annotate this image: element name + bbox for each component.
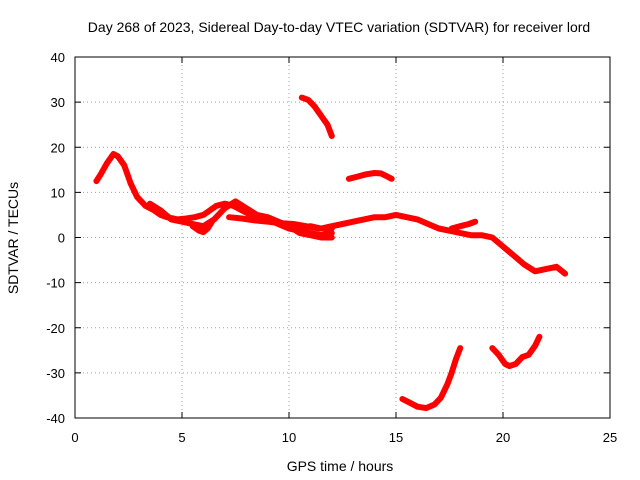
- chart-title: Day 268 of 2023, Sidereal Day-to-day VTE…: [88, 19, 590, 35]
- trace-wide-band: [146, 198, 335, 241]
- y-tick-label: 20: [51, 140, 65, 155]
- trace-segment-5h: [189, 218, 215, 236]
- y-tick-label: -10: [46, 276, 65, 291]
- trace-main-late: [286, 211, 569, 277]
- x-tick-label: 15: [389, 430, 403, 445]
- y-tick-labels: -40 -30 -20 -10 0 10 20 30 40: [46, 50, 65, 426]
- trace-low-branch: [226, 214, 335, 232]
- trace-segment-14h: [345, 170, 395, 182]
- y-axis-title: SDTVAR / TECUs: [5, 182, 21, 294]
- x-tick-label: 20: [496, 430, 510, 445]
- x-tick-label: 10: [282, 430, 296, 445]
- y-tick-label: 40: [51, 50, 65, 65]
- grid: [75, 57, 610, 418]
- x-tick-label: 0: [71, 430, 78, 445]
- trace-segment-17h: [448, 218, 479, 232]
- x-tick-label: 5: [178, 430, 185, 445]
- x-axis-title: GPS time / hours: [287, 458, 394, 474]
- y-tick-label: 30: [51, 95, 65, 110]
- data-series: [93, 94, 569, 412]
- y-tick-label: -30: [46, 366, 65, 381]
- y-tick-label: -20: [46, 321, 65, 336]
- axis-ticks: [74, 56, 611, 419]
- x-tick-labels: 0 5 10 15 20 25: [71, 430, 617, 445]
- x-tick-label: 25: [603, 430, 617, 445]
- y-tick-label: -40: [46, 411, 65, 426]
- trace-segment-11h: [298, 94, 335, 139]
- trace-segment-16h: [399, 345, 464, 412]
- y-tick-label: 10: [51, 185, 65, 200]
- y-tick-label: 0: [58, 231, 65, 246]
- trace-segment-20h: [489, 333, 543, 370]
